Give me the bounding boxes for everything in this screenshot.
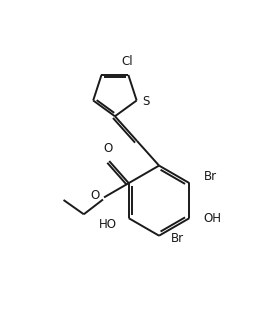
Text: S: S <box>142 95 150 108</box>
Text: Cl: Cl <box>121 55 133 68</box>
Text: HO: HO <box>99 218 117 231</box>
Text: Br: Br <box>204 170 217 183</box>
Text: O: O <box>103 142 112 156</box>
Text: OH: OH <box>204 212 222 225</box>
Text: Br: Br <box>171 232 184 245</box>
Text: O: O <box>90 189 99 202</box>
